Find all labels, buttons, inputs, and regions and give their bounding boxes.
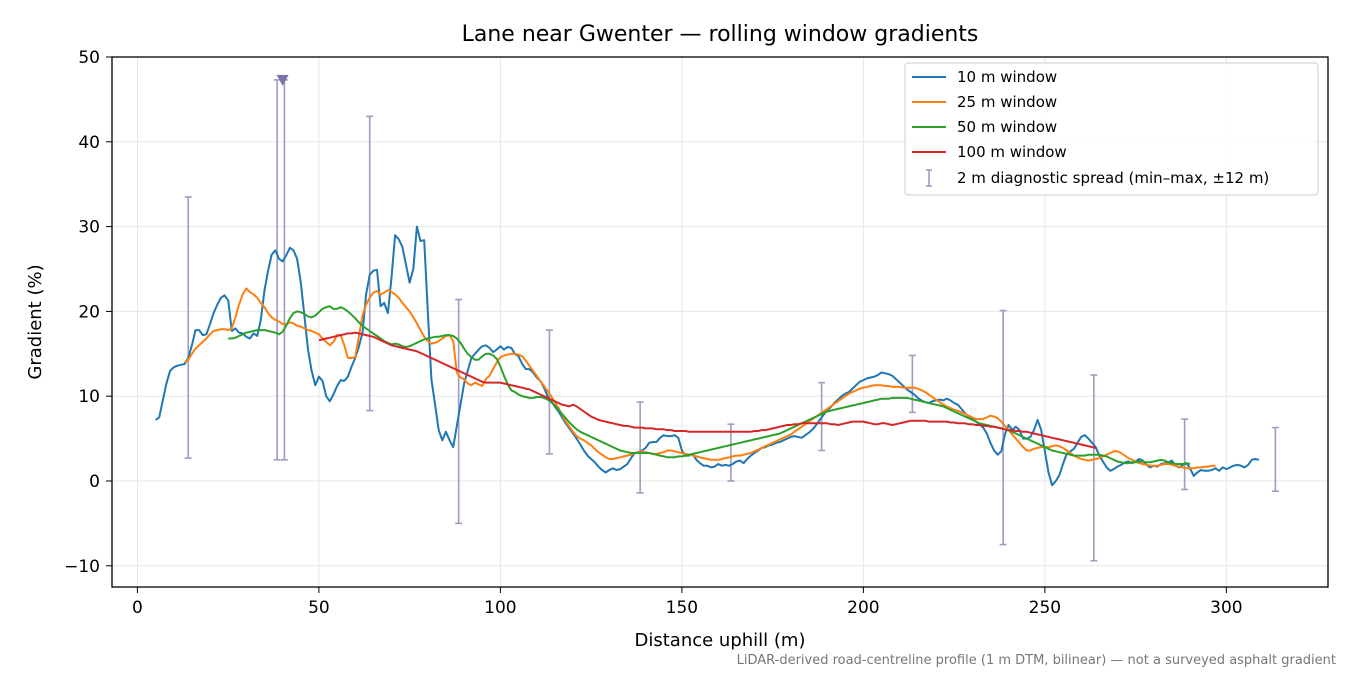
legend-label-100m: 100 m window: [957, 143, 1067, 161]
error-bar: [1181, 418, 1189, 491]
y-tick-label: 0: [89, 472, 100, 492]
y-tick-label: 40: [78, 133, 100, 153]
y-tick-label: 20: [78, 302, 100, 322]
legend-label-10m: 10 m window: [957, 68, 1057, 86]
x-tick-label: 50: [308, 598, 330, 618]
error-bar: [636, 401, 644, 494]
x-tick-label: 150: [666, 598, 698, 618]
x-axis-label: Distance uphill (m): [635, 630, 806, 651]
y-tick-label: 50: [78, 48, 100, 68]
y-tick-label: 30: [78, 218, 100, 238]
legend-label-25m: 25 m window: [957, 93, 1057, 111]
footnote: LiDAR-derived road-centreline profile (1…: [737, 653, 1336, 668]
error-bar: [727, 423, 735, 482]
error-bar: [273, 79, 281, 461]
series-line: [228, 305, 1191, 465]
x-axis-ticks: 0 50 100 150 200 250 300: [132, 587, 1243, 618]
x-tick-label: 0: [132, 598, 143, 618]
legend-box: [904, 62, 1319, 196]
series-line: [184, 287, 1216, 470]
error-bar: [999, 309, 1007, 546]
x-tick-label: 100: [484, 598, 516, 618]
x-tick-label: 250: [1029, 598, 1061, 618]
plot-frame: [111, 56, 1329, 588]
x-tick-label: 300: [1210, 598, 1242, 618]
chart-title: Lane near Gwenter — rolling window gradi…: [462, 22, 979, 47]
error-bar: [1090, 374, 1098, 562]
legend-label-50m: 50 m window: [957, 118, 1057, 136]
error-bar: [908, 354, 916, 414]
series-line: [318, 331, 1096, 449]
x-tick-label: 200: [847, 598, 879, 618]
clipped-spread-marker: [276, 74, 289, 86]
error-bar: [1271, 426, 1279, 492]
error-bar: [280, 79, 288, 461]
y-tick-label: −10: [64, 557, 100, 577]
y-axis-label: Gradient (%): [25, 264, 46, 379]
series-line: [155, 225, 1260, 487]
legend: 10 m window 25 m window 50 m window 100 …: [904, 62, 1319, 196]
y-tick-label: 10: [78, 387, 100, 407]
error-bar: [366, 115, 374, 412]
y-axis-ticks: −10 0 10 20 30 40 50: [64, 48, 112, 577]
error-bar: [184, 196, 192, 459]
legend-label-errorbar: 2 m diagnostic spread (min–max, ±12 m): [957, 169, 1269, 187]
legend-swatch-errorbar: [926, 169, 932, 187]
series-lines: [155, 225, 1260, 487]
